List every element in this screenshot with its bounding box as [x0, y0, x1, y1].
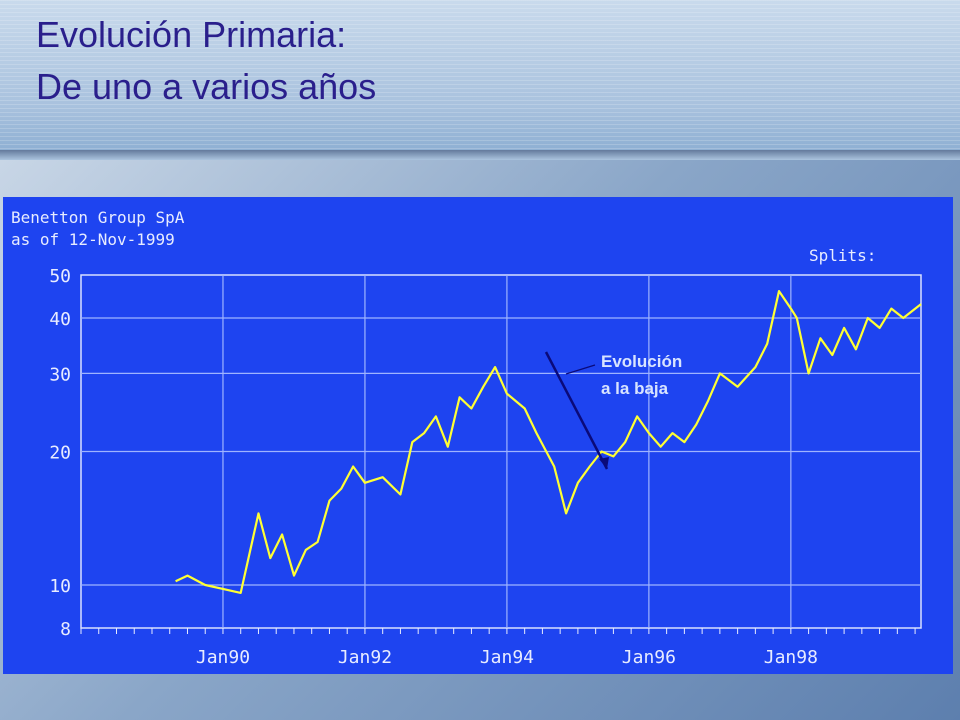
chart-subtitle: as of 12-Nov-1999 [11, 230, 175, 249]
annotation-label-line-1: Evolución [601, 352, 682, 371]
y-tick-label: 30 [49, 364, 71, 385]
grid-lines [81, 275, 921, 628]
x-tick-label: Jan94 [480, 647, 534, 668]
slide-header: Evolución Primaria: De uno a varios años [0, 0, 960, 150]
annotation-pointer [565, 364, 596, 375]
trend-arrow-line [544, 351, 609, 470]
y-tick-labels: 8 10 20 30 40 50 [49, 266, 71, 640]
x-tick-label: Jan96 [622, 647, 676, 668]
stock-chart: Benetton Group SpA as of 12-Nov-1999 Spl… [11, 208, 922, 668]
y-tick-label: 40 [49, 309, 71, 330]
trend-arrow-head [599, 457, 609, 469]
x-tick-label: Jan92 [338, 647, 392, 668]
y-tick-label: 50 [49, 266, 71, 287]
y-tick-label: 10 [49, 576, 71, 597]
annotation-label-line-2: a la baja [601, 379, 669, 398]
slide-title-line-1: Evolución Primaria: [36, 14, 347, 55]
x-tick-labels: Jan90 Jan92 Jan94 Jan96 Jan98 [196, 647, 818, 668]
header-shadow [0, 150, 960, 160]
y-tick-label: 8 [60, 619, 71, 640]
x-tick-label: Jan98 [764, 647, 818, 668]
splits-label: Splits: [809, 246, 876, 265]
slide-title-line-2: De uno a varios años [36, 66, 377, 107]
chart-frame: Benetton Group SpA as of 12-Nov-1999 Spl… [3, 197, 953, 674]
x-tick-label: Jan90 [196, 647, 250, 668]
price-series-line [175, 290, 922, 594]
minor-tick-marks [80, 628, 916, 634]
y-tick-label: 20 [49, 443, 71, 464]
chart-title: Benetton Group SpA [11, 208, 185, 227]
